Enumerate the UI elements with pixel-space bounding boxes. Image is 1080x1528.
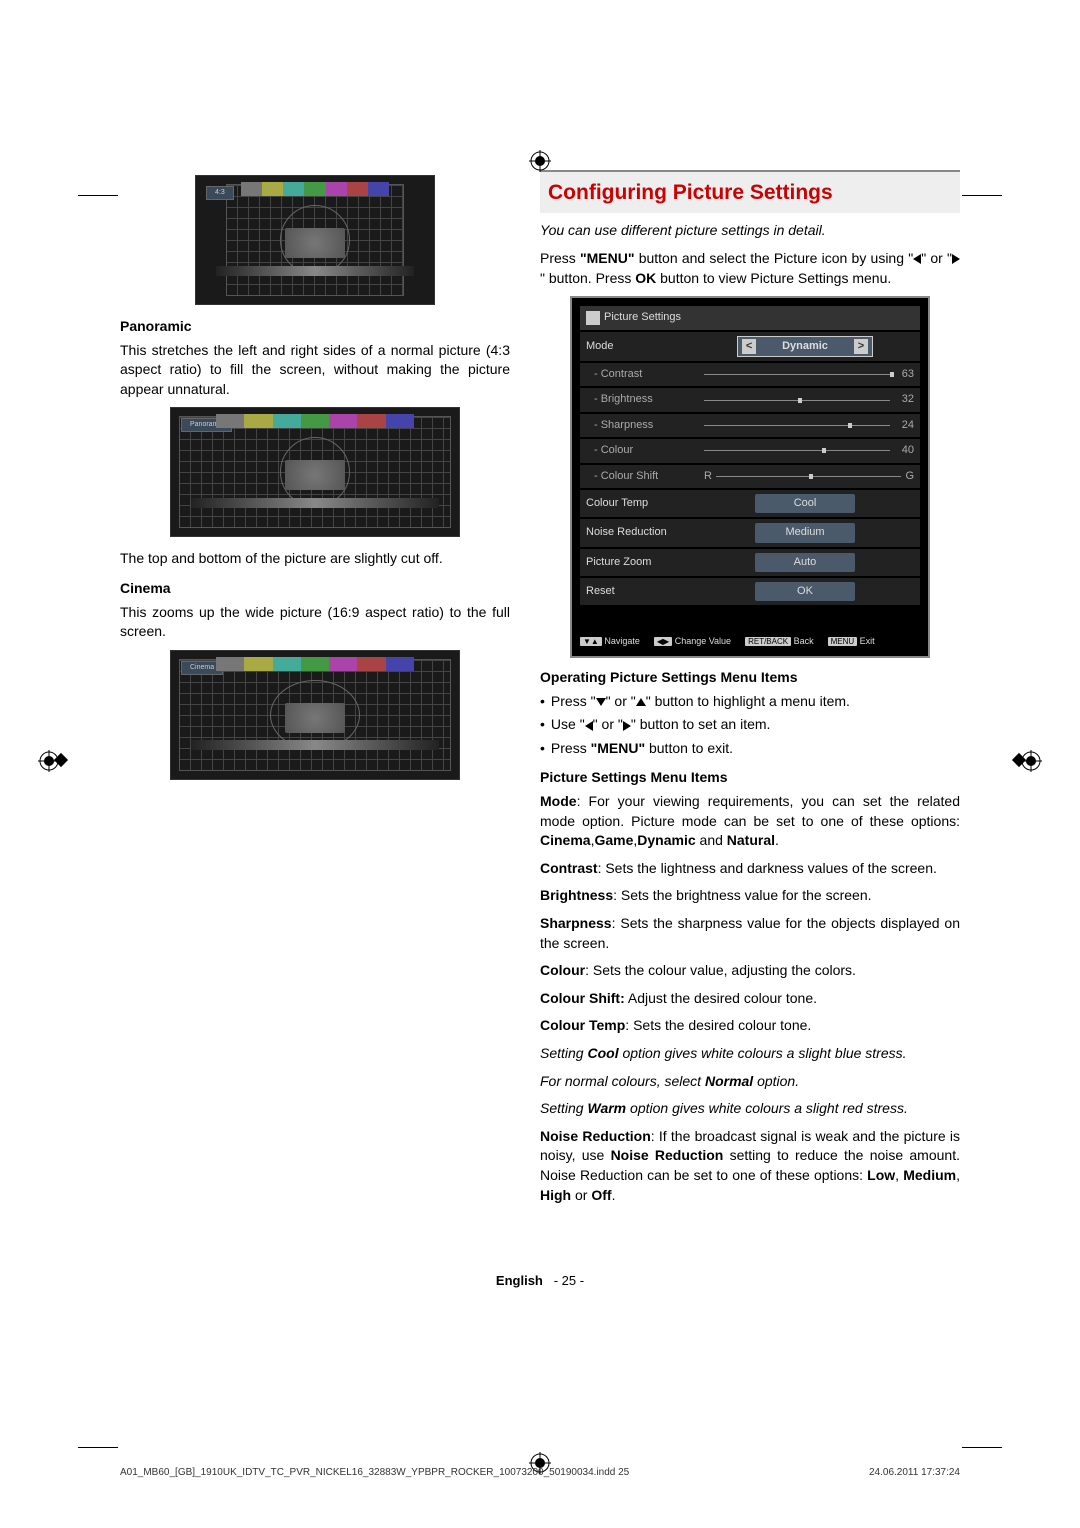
operating-bullets: •Press "" or "" button to highlight a me…	[540, 692, 960, 759]
registration-top	[529, 150, 551, 172]
aspect-image-panoramic: Panoramic	[170, 407, 460, 537]
panoramic-body: This stretches the left and right sides …	[120, 341, 510, 400]
osd-row: - Brightness32	[580, 388, 920, 411]
osd-row: - Colour ShiftRG	[580, 465, 920, 488]
aspect-image-cinema: Cinema	[170, 650, 460, 780]
section-title: Configuring Picture Settings	[540, 170, 960, 213]
items-list: Mode: For your viewing requirements, you…	[540, 792, 960, 1036]
arrow-right-icon	[952, 254, 960, 264]
items-heading: Picture Settings Menu Items	[540, 768, 960, 788]
osd-row: - Sharpness24	[580, 414, 920, 437]
osd-row: Picture ZoomAuto	[580, 549, 920, 576]
arrow-left-icon	[913, 254, 921, 264]
osd-row: - Colour40	[580, 439, 920, 462]
operating-heading: Operating Picture Settings Menu Items	[540, 668, 960, 688]
osd-row: ResetOK	[580, 578, 920, 605]
osd-row: Colour TempCool	[580, 490, 920, 517]
crop-bl-h	[78, 1447, 118, 1448]
cinema-heading: Cinema	[120, 579, 510, 599]
intro-italic: You can use different picture settings i…	[540, 221, 960, 241]
cinema-body: This zooms up the wide picture (16:9 asp…	[120, 603, 510, 642]
osd-footer: ▼▲ Navigate◀▶ Change ValueRET/BACK BackM…	[580, 635, 920, 648]
osd-row: Mode<Dynamic>	[580, 332, 920, 361]
aspect-image-43: 4:3	[195, 175, 435, 305]
osd-row: - Contrast63	[580, 363, 920, 386]
crop-tl-h	[78, 195, 118, 196]
crop-tr-h	[962, 195, 1002, 196]
picture-settings-osd: Picture Settings Mode<Dynamic>- Contrast…	[570, 296, 930, 658]
osd-rows: Mode<Dynamic>- Contrast63- Brightness32 -…	[580, 332, 920, 606]
page-footer: English - 25 -	[0, 1273, 1080, 1288]
osd-title: Picture Settings	[580, 306, 920, 329]
picture-icon	[586, 311, 600, 325]
panoramic-note: The top and bottom of the picture are sl…	[120, 549, 510, 569]
footer-fileinfo: A01_MB60_[GB]_1910UK_IDTV_TC_PVR_NICKEL1…	[120, 1467, 960, 1478]
osd-row: Noise ReductionMedium	[580, 519, 920, 546]
italic-notes: Setting Cool option gives white colours …	[540, 1044, 960, 1119]
panoramic-heading: Panoramic	[120, 317, 510, 337]
crop-br-h	[962, 1447, 1002, 1448]
intro-body: Press "MENU" button and select the Pictu…	[540, 249, 960, 288]
noise-reduction-item: Noise Reduction: If the broadcast signal…	[540, 1127, 960, 1205]
